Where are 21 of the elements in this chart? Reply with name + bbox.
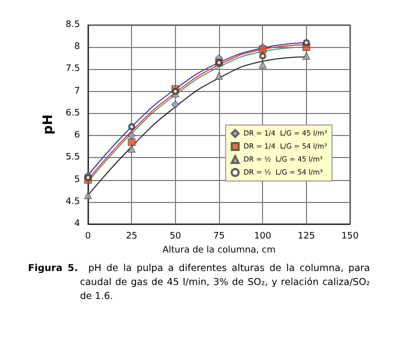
x-tick-label: 125 <box>298 232 315 242</box>
y-tick-label: 6.5 <box>66 108 80 118</box>
y-tick-label: 4 <box>74 219 80 229</box>
y-tick-label: 4.5 <box>66 196 80 207</box>
x-tick-label: 50 <box>170 232 182 242</box>
y-axis-title: pH <box>40 114 56 135</box>
y-tick-label: 5.5 <box>66 152 80 163</box>
x-tick-label: 0 <box>85 232 92 242</box>
y-tick-label: 7.5 <box>66 64 80 74</box>
x-tick-label: 150 <box>341 232 359 242</box>
text: pH de la pulpa a diferentes alturas de la columna, para caudal de gas de 45 l/min, 3% de SO₂, y relación caliza/SO₂ de 1.6. <box>80 263 370 302</box>
text: Figura 5. <box>28 263 79 274</box>
y-tick-label: 8.5 <box>66 20 80 30</box>
x-tick-label: 75 <box>213 232 225 242</box>
y-tick-label: 6 <box>74 130 80 141</box>
x-axis-title: Altura de la columna, cm <box>162 245 276 256</box>
y-tick-label: 8 <box>74 42 80 52</box>
y-tick-label: 7 <box>74 86 80 96</box>
x-tick-label: 25 <box>126 232 138 242</box>
x-tick-label: 100 <box>254 232 272 242</box>
y-tick-label: 5 <box>74 174 80 185</box>
